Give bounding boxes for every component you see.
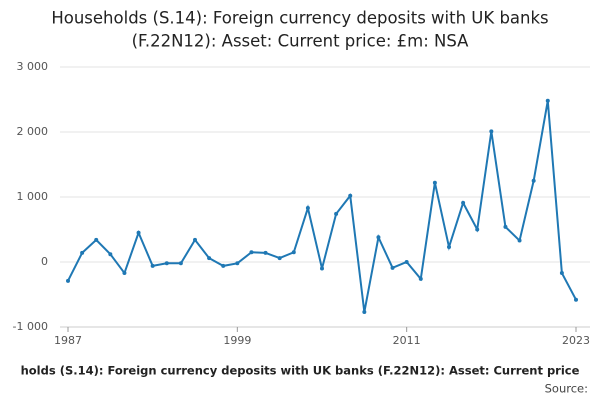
data-point [475, 227, 480, 232]
data-point [461, 200, 466, 205]
data-point [263, 250, 268, 255]
data-point [320, 266, 324, 271]
data-point [94, 237, 99, 242]
data-point [277, 256, 282, 261]
x-tick-label: 2011 [393, 334, 421, 347]
data-point [122, 271, 127, 276]
footer-title: holds (S.14): Foreign currency deposits … [21, 364, 580, 378]
data-point [136, 230, 141, 235]
data-point [66, 278, 70, 283]
data-point [221, 263, 226, 268]
data-point [235, 261, 240, 266]
data-point [531, 178, 536, 183]
y-tick-label: 0 [41, 255, 48, 268]
data-point [207, 256, 212, 261]
data-point [150, 263, 155, 268]
source: Source: [545, 382, 588, 396]
y-tick-label: 3 000 [17, 60, 49, 73]
y-tick-label: 2 000 [17, 125, 49, 138]
data-point [362, 310, 367, 315]
data-point [489, 129, 494, 134]
y-tick-label: -1 000 [13, 320, 48, 333]
data-point [559, 271, 564, 276]
data-point [545, 98, 550, 103]
x-tick-label: 1987 [54, 334, 82, 347]
data-point [503, 224, 508, 229]
data-point [334, 211, 339, 216]
y-tick-label: 1 000 [17, 190, 49, 203]
x-tick-label: 2023 [562, 334, 590, 347]
chart-title: (F.22N12): Asset: Current price: £m: NSA [132, 32, 470, 51]
data-point [574, 297, 578, 302]
data-point [418, 276, 423, 281]
data-point [348, 193, 353, 198]
data-point [432, 180, 437, 185]
data-point [80, 250, 85, 255]
x-tick-label: 1999 [223, 334, 251, 347]
data-point [305, 206, 310, 211]
data-point [178, 261, 183, 266]
data-point [517, 238, 522, 243]
data-point [291, 250, 296, 255]
data-point [249, 250, 254, 255]
data-point [390, 265, 395, 270]
data-point [164, 261, 169, 266]
data-point [404, 260, 409, 264]
data-point [108, 252, 113, 257]
data-point [193, 237, 197, 242]
chart-title: Households (S.14): Foreign currency depo… [51, 9, 548, 28]
data-point [376, 235, 381, 240]
data-point [447, 245, 451, 250]
